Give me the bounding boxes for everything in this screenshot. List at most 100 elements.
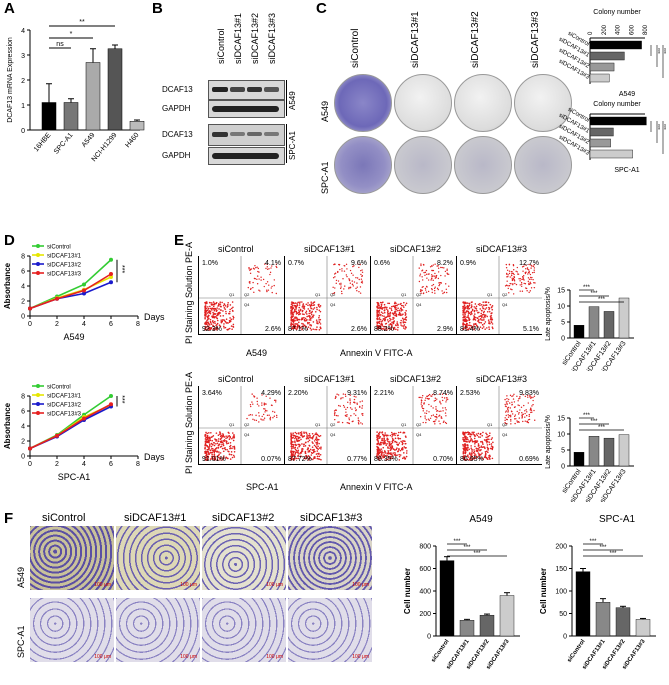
cell-dot (464, 444, 467, 447)
x-tick-label: 6 (109, 461, 113, 468)
cell-dot (476, 440, 479, 442)
cell-dot (271, 291, 273, 294)
cell-dot (312, 442, 314, 444)
quad-tag: Q1 (401, 422, 407, 427)
cell-dot (270, 287, 272, 289)
cell-dot (448, 273, 450, 275)
cell-dot (204, 303, 207, 305)
cell-dot (492, 441, 494, 444)
cell-dot (392, 316, 394, 319)
cell-dot (341, 292, 343, 295)
cell-dot (475, 324, 478, 327)
cell-dot (303, 319, 306, 322)
quad-ul: 3.64% (202, 390, 222, 397)
cell-dot (222, 457, 225, 460)
cell-dot (290, 325, 292, 327)
cell-dot (209, 328, 212, 331)
cell-dot (399, 321, 402, 324)
cell-dot (360, 422, 362, 424)
cell-dot (344, 414, 347, 417)
cell-dot (395, 312, 397, 315)
cell-dot (359, 263, 361, 266)
cell-dot (307, 437, 309, 440)
cell-dot (383, 438, 386, 441)
cell-dot (211, 453, 213, 456)
cell-dot (228, 435, 231, 437)
cell-dot (444, 412, 447, 414)
cell-dot (523, 404, 525, 407)
cell-dot (222, 444, 225, 447)
cell-dot (312, 448, 315, 451)
cell-dot (468, 327, 471, 329)
cell-dot (420, 290, 422, 292)
cell-dot (315, 328, 318, 331)
cell-dot (475, 447, 478, 450)
cell-dot (400, 307, 402, 309)
cell-dot (470, 437, 472, 440)
cell-dot (517, 273, 520, 275)
cell-dot (506, 273, 508, 275)
blot-column-sidcaf13-2: siDCAF13#2 (250, 12, 260, 64)
cell-dot (427, 418, 430, 420)
cell-dot (299, 308, 302, 311)
cell-dot (259, 290, 261, 292)
bar (439, 560, 455, 637)
cell-dot (394, 440, 396, 443)
cell-dot (298, 443, 300, 446)
cell-dot (425, 291, 428, 293)
cell-dot (222, 443, 225, 445)
cell-dot (512, 277, 515, 280)
cell-dot (383, 325, 385, 328)
cell-dot (470, 447, 473, 449)
cell-dot (219, 457, 221, 460)
cell-dot (268, 268, 270, 270)
bar (589, 138, 611, 148)
cell-dot (421, 279, 424, 281)
cell-dot (381, 437, 383, 440)
cell-dot (303, 316, 305, 319)
cell-dot (255, 419, 258, 422)
cell-dot (217, 438, 220, 440)
cell-dot (352, 265, 354, 268)
cell-dot (484, 328, 486, 330)
cell-dot (334, 272, 337, 274)
cell-dot (388, 452, 391, 455)
cell-dot (296, 319, 298, 321)
cell-dot (213, 303, 216, 306)
cell-dot (508, 263, 511, 265)
cell-dot (293, 308, 296, 311)
cell-dot (253, 291, 255, 294)
cell-dot (397, 437, 400, 440)
cell-dot (512, 264, 515, 266)
cell-dot (392, 305, 395, 307)
cell-line-label: A549 (619, 91, 635, 98)
cell-dot (251, 393, 253, 395)
cell-dot (446, 272, 448, 274)
cell-dot (269, 397, 271, 399)
cell-dot (473, 323, 475, 325)
cell-dot (294, 440, 296, 442)
cell-dot (220, 305, 222, 308)
cell-dot (383, 311, 386, 314)
dish-spca1-sicontrol (334, 136, 392, 194)
cell-dot (361, 275, 364, 277)
cell-dot (302, 323, 305, 325)
cell-dot (383, 451, 385, 454)
cell-dot (403, 456, 405, 458)
cell-dot (380, 442, 382, 444)
cell-dot (299, 301, 301, 303)
cell-dot (391, 453, 393, 456)
quad-tag: Q4 (244, 432, 250, 437)
quad-ll: 92.3% (202, 326, 222, 333)
cell-dot (527, 402, 529, 404)
cell-dot (221, 441, 224, 444)
cell-dot (487, 301, 490, 304)
cell-dot (380, 448, 383, 450)
cell-dot (529, 290, 532, 292)
cell-dot (387, 446, 389, 448)
cell-dot (381, 314, 384, 317)
cell-dot (435, 406, 437, 408)
cell-dot (222, 325, 225, 328)
cell-dot (341, 270, 343, 272)
